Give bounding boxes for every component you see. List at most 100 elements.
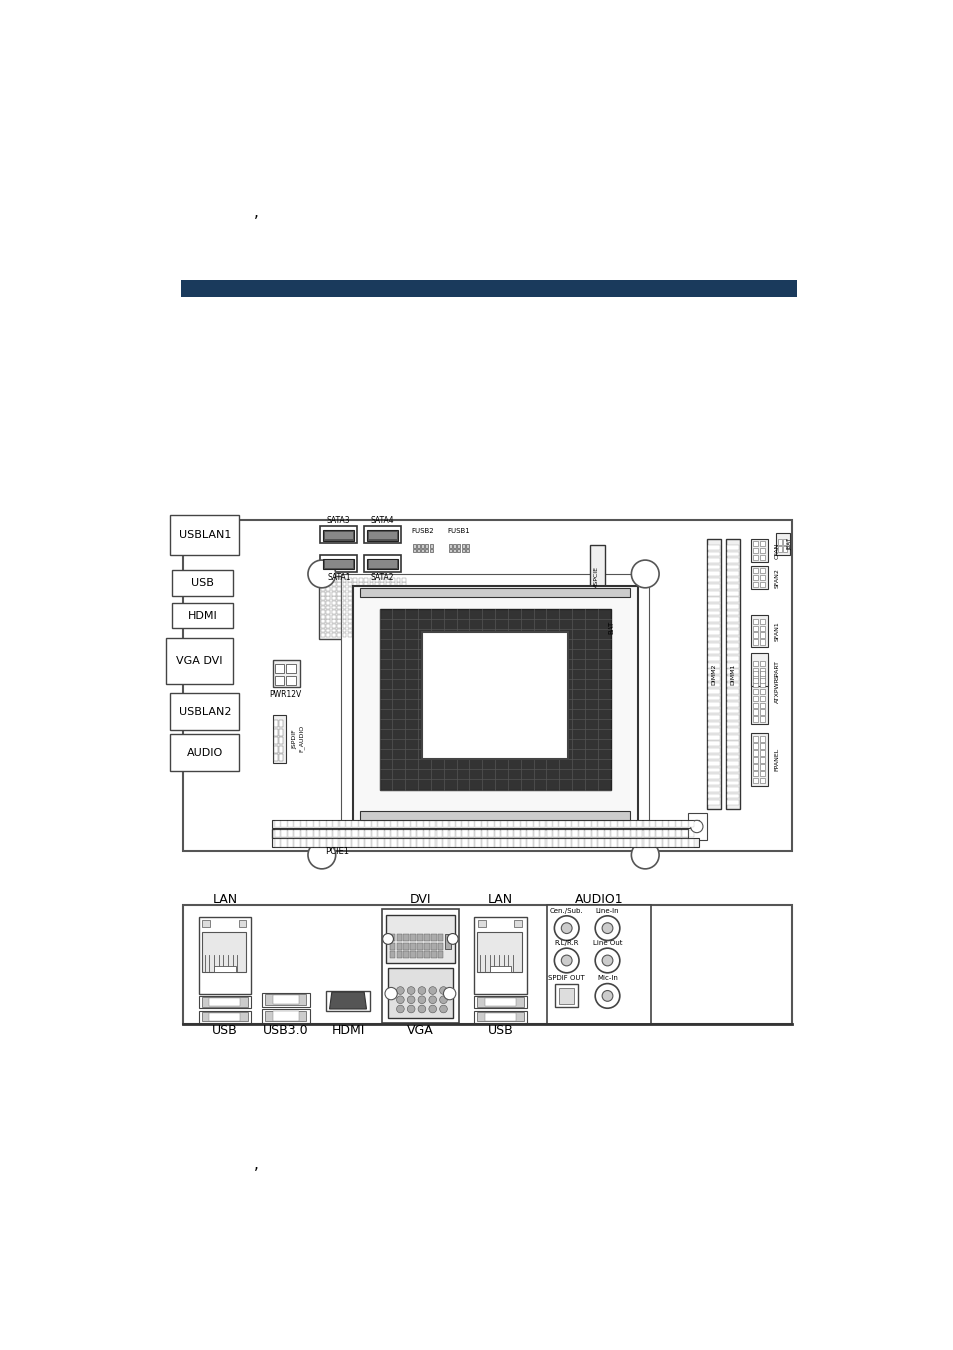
Bar [360, 587, 629, 597]
Bar [336, 629, 341, 632]
Text: SPDIF OUT: SPDIF OUT [548, 975, 584, 981]
Bar [656, 830, 661, 837]
Bar [752, 675, 758, 680]
Bar [474, 996, 526, 1008]
Bar [707, 649, 720, 655]
Bar [353, 591, 356, 595]
Bar [391, 620, 395, 624]
Bar [332, 578, 335, 582]
Bar [401, 582, 405, 586]
Bar [752, 662, 758, 667]
Bar [365, 830, 371, 837]
Bar [401, 597, 405, 601]
Bar [760, 555, 764, 560]
Bar [707, 676, 720, 680]
Bar [707, 552, 720, 556]
Bar [403, 934, 409, 941]
Bar [760, 736, 764, 741]
Bar [456, 830, 461, 837]
Bar [707, 702, 720, 707]
Circle shape [443, 987, 456, 1000]
Bar [760, 702, 764, 707]
Bar [462, 830, 467, 837]
Bar [425, 544, 428, 548]
Bar [726, 768, 739, 772]
Bar [385, 633, 389, 637]
Bar [326, 582, 330, 586]
Bar [760, 717, 764, 722]
Bar [469, 838, 474, 846]
Bar [484, 1012, 516, 1021]
Bar [375, 578, 378, 582]
Circle shape [590, 621, 602, 633]
Bar [320, 821, 325, 828]
Bar [410, 821, 416, 828]
Bar [456, 544, 460, 548]
Bar [752, 682, 758, 687]
Bar [413, 544, 416, 548]
Bar [272, 838, 699, 848]
Bar [326, 614, 330, 618]
Circle shape [396, 987, 404, 995]
Bar [707, 558, 720, 563]
Bar [342, 624, 346, 628]
Bar [380, 578, 384, 582]
Bar [752, 717, 758, 722]
Bar [760, 575, 764, 580]
Bar [456, 821, 461, 828]
Bar [336, 601, 341, 605]
Bar [314, 821, 318, 828]
Bar [279, 745, 283, 752]
Bar [578, 821, 583, 828]
Bar [707, 564, 720, 570]
Bar [274, 675, 284, 684]
Bar [656, 821, 661, 828]
Bar [341, 574, 648, 836]
Bar [430, 821, 435, 828]
Bar [201, 1012, 248, 1022]
Bar [388, 968, 453, 1018]
Bar [481, 838, 487, 846]
Bar [358, 633, 362, 637]
Bar [396, 591, 400, 595]
Bar [286, 664, 295, 674]
Bar [294, 838, 299, 846]
Bar [726, 741, 739, 747]
Bar [477, 919, 485, 927]
Text: ,: , [253, 1157, 258, 1172]
Bar [707, 683, 720, 687]
Bar [442, 830, 448, 837]
Bar [533, 838, 538, 846]
Bar [752, 625, 758, 630]
Bar [281, 821, 287, 828]
Bar [623, 830, 629, 837]
Bar [527, 838, 532, 846]
Bar [431, 934, 436, 941]
Bar [662, 821, 668, 828]
Bar [321, 601, 325, 605]
Bar [381, 909, 458, 1023]
Bar [707, 734, 720, 740]
Bar [555, 984, 578, 1007]
Bar [265, 1011, 306, 1022]
Bar [210, 1012, 240, 1021]
Text: Mic-In: Mic-In [597, 975, 618, 981]
Bar [385, 591, 389, 595]
Bar [707, 624, 720, 628]
Bar [420, 548, 424, 552]
Bar [273, 995, 298, 1004]
Bar [326, 830, 332, 837]
Bar [358, 830, 364, 837]
Circle shape [595, 984, 619, 1008]
Bar [358, 578, 362, 582]
Bar [380, 591, 384, 595]
Circle shape [308, 841, 335, 869]
Bar [391, 601, 395, 605]
Bar [643, 821, 648, 828]
Bar [401, 620, 405, 624]
Bar [726, 702, 739, 707]
Bar [272, 821, 699, 828]
Bar [391, 633, 395, 637]
Text: USB3.0: USB3.0 [263, 1025, 308, 1037]
Bar [752, 736, 758, 741]
